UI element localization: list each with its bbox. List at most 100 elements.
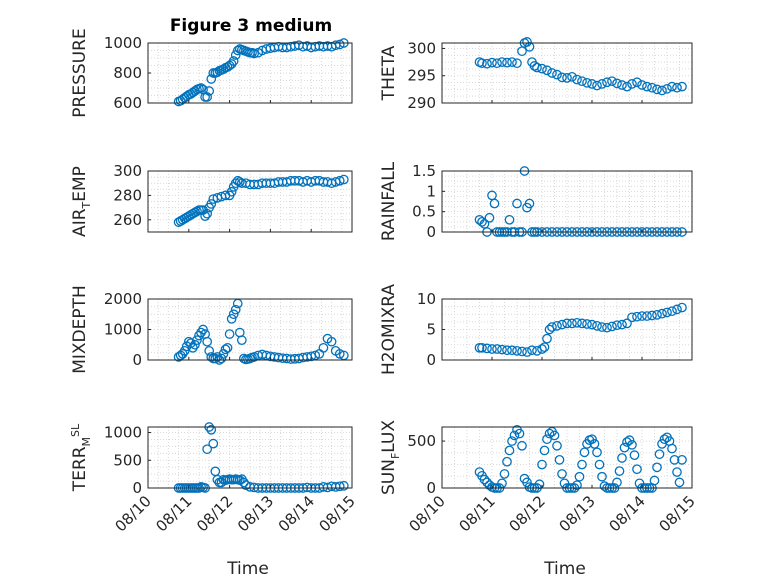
data-point [667,443,677,454]
data-point [212,352,223,362]
data-point [524,198,535,209]
data-point [479,474,490,485]
data-point [632,464,642,475]
data-point [482,343,492,354]
data-point [477,58,487,69]
subplot-5: 0 1000 2000 MIXDEPTH [70,285,353,374]
y-axis-label-main: PRESSURE [70,28,90,117]
data-point [202,444,213,455]
data-point [582,77,592,88]
data-point [190,339,200,350]
data-point [200,211,210,221]
data-point [512,58,522,69]
data-point [577,318,587,329]
data-point [487,344,497,354]
y-tick-label: 300 [407,39,436,57]
data-point [517,346,527,357]
data-point [224,329,235,339]
data-point [492,58,502,69]
data-point [502,57,512,68]
data-point [196,83,206,93]
y-tick-label: 500 [113,451,142,469]
data-point [577,76,587,87]
data-point [572,480,582,491]
data-point [484,212,495,223]
data-point [637,80,647,90]
y-axis-label: PRESSURE [70,28,90,117]
data-point [482,58,492,69]
data-point [602,77,612,88]
y-tick-label: 1000 [104,34,142,52]
data-point [632,311,642,322]
data-point [222,342,233,353]
x-tick-label: 08/13 [556,492,599,535]
data-point [667,81,677,92]
data-point [557,72,567,83]
axes-box [441,426,693,489]
y-tick-label: 800 [113,64,142,82]
data-point [617,319,627,330]
y-tick-label: 0 [426,223,436,241]
y-tick-label: 1 [426,182,436,200]
y-tick-label: 1000 [104,424,142,442]
data-point [629,450,640,461]
data-point [507,436,517,446]
data-point [338,174,349,185]
data-point [672,82,682,93]
data-point [206,352,217,362]
data-point [220,344,231,355]
y-tick-label: 1000 [104,321,142,339]
data-point [554,454,565,465]
y-axis-label-main: RAINFALL [379,161,399,241]
data-point [230,178,241,189]
y-tick-label: 10 [417,290,436,308]
x-tick-label: 08/13 [234,492,277,535]
x-axis-label: Time [226,559,269,579]
data-point [487,57,497,68]
y-tick-label: 295 [407,67,436,85]
data-point [514,428,525,439]
x-axis-label: Time [543,559,586,579]
data-point [544,428,555,439]
y-axis-label: TERRMSL [69,423,93,492]
series-markers [173,298,349,365]
y-axis-label-rest: LUX [379,420,399,453]
data-point [594,459,605,470]
x-tick-label: 08/11 [152,492,195,535]
data-point [228,309,239,320]
data-point [677,81,687,92]
data-point [649,475,660,486]
data-point [532,62,542,73]
data-point [208,438,219,449]
data-point [489,198,500,209]
y-tick-label: 5 [426,321,436,339]
data-point [539,445,550,456]
data-point [527,345,537,356]
data-point [492,344,502,354]
data-point [612,320,622,331]
data-point [602,322,612,333]
data-point [507,345,517,356]
data-point [318,342,329,353]
y-axis-label-superscript: SL [69,423,82,437]
data-point [597,79,607,89]
data-point [226,313,237,324]
series-markers [173,174,349,228]
y-axis-label-main: H2OMIXRA [379,284,399,375]
x-tick-label: 08/10 [406,492,449,535]
data-point [672,467,682,477]
data-point [499,469,510,479]
data-point [547,322,557,332]
data-point [607,76,617,87]
data-point [652,310,662,320]
y-axis-label-main: TERR [70,446,90,492]
data-point [547,68,557,78]
data-point [592,447,602,458]
subplot-1: 600 800 1000 PRESSURE [70,28,353,118]
y-axis-label-rest: EMP [70,166,90,202]
data-point [204,86,215,96]
data-point [552,69,562,80]
data-point [557,469,567,479]
